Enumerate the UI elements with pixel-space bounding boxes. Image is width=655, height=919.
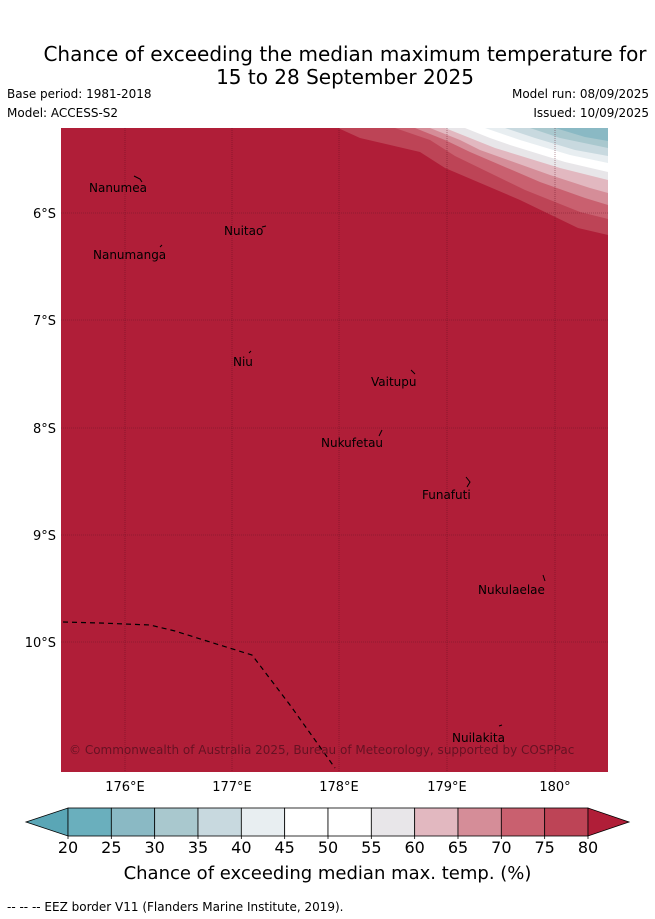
lat-label-6s: 6°S: [33, 207, 56, 222]
island-nukulaelae-shape: [542, 574, 546, 582]
island-niu-shape: [248, 350, 252, 354]
colorbar-over-arrow: [587, 807, 631, 837]
colorbar-segment: [154, 807, 199, 837]
colorbar-tick-label: 80: [578, 838, 598, 857]
island-nuitao-shape: [261, 225, 267, 228]
colorbar-segment: [327, 807, 372, 837]
colorbar-tick-label: 65: [448, 838, 468, 857]
colorbar-segment: [110, 807, 156, 837]
colorbar-segment: [67, 807, 112, 837]
place-label-nuilakita: Nuilakita: [452, 731, 505, 745]
place-label-nukulaelae: Nukulaelae: [478, 583, 545, 597]
lat-label-8s: 8°S: [33, 422, 56, 437]
place-label-nuitao: Nuitao: [224, 224, 263, 238]
colorbar-tick-label: 55: [361, 838, 381, 857]
colorbar-tick-label: 45: [274, 838, 294, 857]
model-run-label: Model run: 08/09/2025: [511, 87, 649, 101]
colorbar-tick-label: 30: [144, 838, 164, 857]
place-label-nukufetau: Nukufetau: [321, 436, 383, 450]
colorbar-label: Chance of exceeding median max. temp. (%…: [123, 863, 532, 884]
lon-label-176e: 176°E: [105, 780, 145, 795]
contour-band-30: [555, 128, 608, 141]
colorbar-segment: [500, 807, 546, 837]
colorbar-segment: [197, 807, 242, 837]
colorbar-segment: [240, 807, 286, 837]
lat-label-9s: 9°S: [33, 529, 56, 544]
place-label-nanumea: Nanumea: [89, 181, 147, 195]
graticule: [61, 128, 608, 772]
eez-footnote: -- -- -- EEZ border V11 (Flanders Marine…: [7, 900, 344, 914]
island-nukufetau-shape: [378, 429, 383, 437]
colorbar-segment: [414, 807, 459, 837]
island-funafuti-shape: [465, 476, 471, 488]
colorbar-tick-label: 40: [231, 838, 251, 857]
colorbar-tick-label: 60: [404, 838, 424, 857]
lon-label-180: 180°: [539, 780, 570, 795]
model-label: Model: ACCESS-S2: [7, 106, 119, 120]
colorbar-tick-label: 20: [58, 838, 78, 857]
place-label-funafuti: Funafuti: [422, 488, 471, 502]
colorbar: 20 25 30 35 40 45 50 55 60 65 70 75 80: [24, 807, 631, 857]
lon-label-177e: 177°E: [212, 780, 252, 795]
lon-label-178e: 178°E: [319, 780, 359, 795]
title-line-1: Chance of exceeding the median maximum t…: [43, 42, 647, 66]
colorbar-tick-label: 75: [534, 838, 554, 857]
colorbar-segment: [544, 807, 589, 837]
colorbar-tick-label: 25: [101, 838, 121, 857]
lon-label-179e: 179°E: [427, 780, 467, 795]
title-line-2: 15 to 28 September 2025: [216, 65, 474, 89]
copyright-notice: © Commonwealth of Australia 2025, Bureau…: [69, 743, 574, 757]
issued-label: Issued: 10/09/2025: [533, 106, 649, 120]
colorbar-tick-label: 70: [491, 838, 511, 857]
colorbar-segment: [370, 807, 416, 837]
island-vaitupu-shape: [410, 369, 416, 375]
base-period-label: Base period: 1981-2018: [7, 87, 152, 101]
island-shapes: [133, 175, 546, 727]
colorbar-segment: [457, 807, 502, 837]
place-label-vaitupu: Vaitupu: [371, 375, 417, 389]
colorbar-segment: [284, 807, 329, 837]
colorbar-under-arrow: [24, 807, 69, 837]
place-label-nanumanga: Nanumanga: [93, 248, 166, 262]
island-nanumea-shape: [133, 175, 143, 183]
place-label-niu: Niu: [233, 355, 253, 369]
map-background: [61, 128, 608, 772]
colorbar-tick-label: 50: [318, 838, 338, 857]
island-nanumanga-shape: [159, 244, 163, 248]
island-nuilakita-shape: [498, 724, 503, 727]
lat-label-7s: 7°S: [33, 314, 56, 329]
colorbar-tick-label: 35: [188, 838, 208, 857]
lat-label-10s: 10°S: [25, 636, 56, 651]
eez-border-line: [62, 621, 336, 769]
map-area: Nanumea Nuitao Nanumanga Niu Vaitupu Nuk…: [61, 128, 608, 772]
